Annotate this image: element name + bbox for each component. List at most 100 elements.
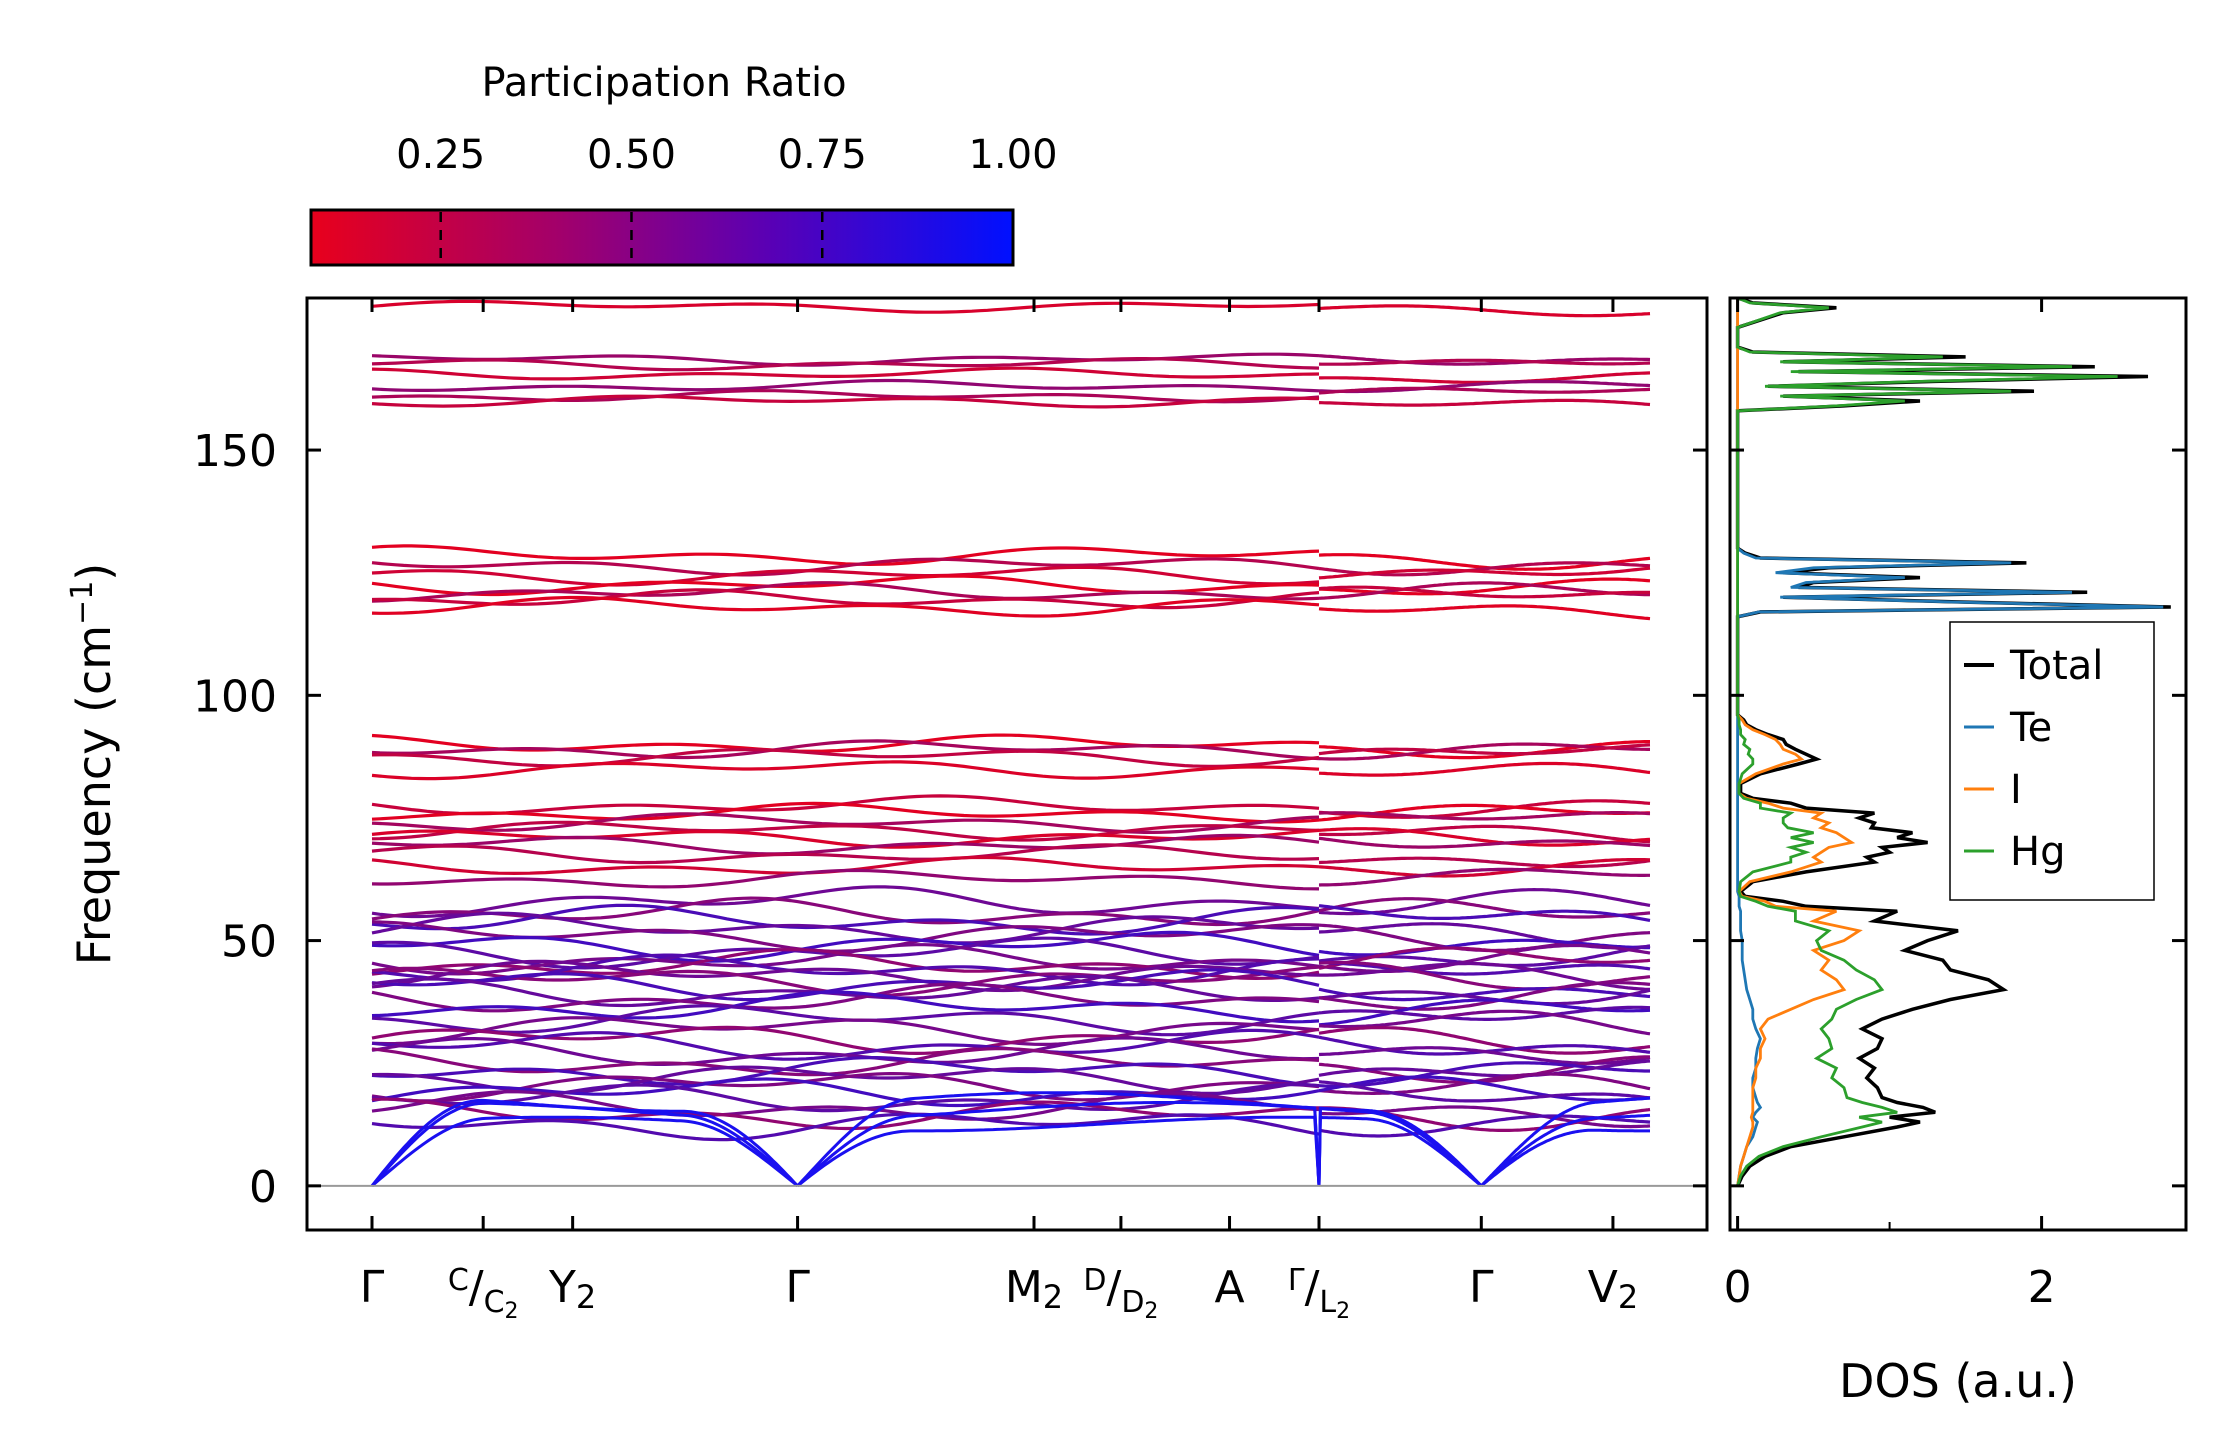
- band-line: [371, 299, 1320, 314]
- band-line: [371, 595, 1320, 618]
- band-line: [371, 760, 1320, 781]
- legend-label-te: Te: [2009, 705, 2052, 751]
- band-line: [371, 739, 1320, 761]
- band-line: [1318, 988, 1651, 1006]
- k-label-top: Γ: [1288, 1263, 1305, 1298]
- band-line: [1319, 961, 1651, 976]
- band-frame: [305, 296, 1709, 1232]
- y-tick-label: 50: [221, 917, 277, 968]
- band-line: [1318, 811, 1651, 821]
- k-label-top: D: [1083, 1263, 1106, 1298]
- band-line: [371, 801, 1320, 824]
- band-line: [1318, 742, 1650, 761]
- band-lines: [370, 299, 1651, 1188]
- y-tick-label: 0: [249, 1162, 277, 1213]
- band-line: [371, 1046, 1320, 1077]
- acoustic-branch: [796, 1101, 1321, 1187]
- legend-label-total: Total: [2009, 643, 2103, 689]
- y-tick-label: 150: [193, 426, 277, 477]
- band-line: [371, 812, 1320, 834]
- k-point-label: V2: [1588, 1262, 1638, 1316]
- band-line: [371, 930, 1320, 963]
- y-tick-label: 100: [193, 671, 277, 722]
- band-line: [371, 1036, 1320, 1066]
- band-line: [1318, 380, 1651, 394]
- band-line: [371, 820, 1320, 842]
- band-line: [1319, 371, 1651, 384]
- legend: Total Te I Hg: [1949, 621, 2155, 901]
- k-point-label: D/D2: [1083, 1262, 1158, 1324]
- band-line: [1318, 856, 1651, 869]
- band-line: [1318, 581, 1651, 600]
- band-line: [1318, 1075, 1651, 1102]
- k-label-main: V: [1588, 1262, 1618, 1313]
- k-point-label: Γ: [360, 1262, 385, 1313]
- band-line: [371, 378, 1320, 393]
- colorbar-gradient: [309, 208, 1015, 267]
- acoustic-branch: [1317, 1106, 1483, 1187]
- band-line: [1318, 761, 1651, 777]
- acoustic-branch: [1480, 1096, 1651, 1187]
- band-line: [371, 357, 1320, 372]
- band-line: [371, 968, 1320, 1002]
- band-line: [1318, 585, 1650, 599]
- k-label-main: Γ: [785, 1262, 810, 1313]
- k-label-slash: /: [1106, 1262, 1121, 1313]
- band-line: [1318, 386, 1651, 395]
- band-line: [371, 557, 1320, 577]
- k-label-index: 2: [1618, 1278, 1638, 1316]
- k-point-label: Γ: [785, 1262, 810, 1313]
- acoustic-branch: [1317, 1116, 1483, 1188]
- band-line: [371, 748, 1320, 768]
- k-label-index: 2: [1144, 1299, 1158, 1324]
- band-line: [371, 833, 1320, 856]
- band-line: [1318, 946, 1651, 970]
- dos-x-tick-label: 0: [1724, 1262, 1752, 1313]
- k-label-main: Y: [548, 1262, 576, 1313]
- k-label-index: 2: [576, 1278, 596, 1316]
- k-label-main: M: [1005, 1262, 1043, 1313]
- band-line: [371, 588, 1320, 610]
- band-line: [371, 828, 1320, 849]
- band-line: [371, 544, 1320, 567]
- dos-curve-hg: [1736, 298, 2118, 1187]
- k-label-index: 2: [1336, 1299, 1350, 1324]
- colorbar: Participation Ratio 0.25 0.50 0.75 1.00: [309, 60, 1058, 267]
- band-line: [1318, 1005, 1651, 1021]
- band-line: [1318, 604, 1651, 621]
- acoustic-branch: [796, 1115, 1321, 1188]
- acoustic-branch: [1480, 1113, 1651, 1187]
- dos-frame: [1728, 296, 2188, 1232]
- k-label-bottom: D: [1121, 1285, 1144, 1320]
- k-label-bottom: L: [1319, 1285, 1336, 1320]
- band-line: [371, 366, 1320, 381]
- colorbar-tick-label: 0.75: [778, 132, 867, 178]
- legend-label-i: I: [2010, 767, 2022, 813]
- band-line: [1318, 1080, 1651, 1103]
- band-line: [1318, 867, 1650, 887]
- k-point-label: Γ/L2: [1288, 1262, 1350, 1324]
- band-line: [1318, 824, 1651, 844]
- legend-box: [1949, 621, 2155, 901]
- k-label-index: 2: [1043, 1278, 1063, 1316]
- band-line: [371, 394, 1320, 409]
- k-point-label: Γ: [1469, 1262, 1494, 1313]
- band-line: [1318, 897, 1651, 919]
- band-line: [371, 565, 1320, 587]
- acoustic-branch: [370, 1098, 799, 1187]
- band-line: [1318, 799, 1651, 819]
- band-line: [371, 974, 1320, 1008]
- k-label-index: 2: [505, 1299, 519, 1324]
- band-line: [1318, 358, 1651, 366]
- k-label-slash: /: [469, 1262, 484, 1313]
- colorbar-title: Participation Ratio: [481, 60, 846, 106]
- band-line: [1318, 1059, 1651, 1078]
- acoustic-branch: [796, 1091, 1321, 1187]
- k-label-top: C: [448, 1263, 469, 1298]
- band-line: [1318, 827, 1651, 847]
- band-line: [371, 1082, 1320, 1113]
- band-line: [1318, 354, 1651, 366]
